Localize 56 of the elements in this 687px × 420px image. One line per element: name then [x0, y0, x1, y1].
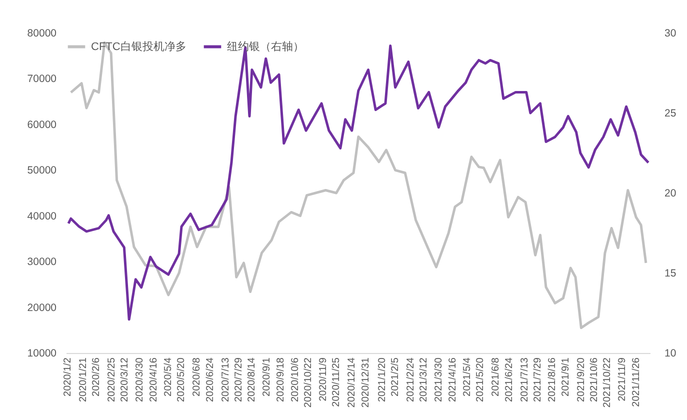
x-tick-label: 2020/7/13 — [220, 357, 232, 402]
x-tick-label: 2020/5/20 — [176, 357, 188, 402]
x-tick-label: 2021/5/20 — [475, 357, 486, 402]
x-tick-label: 2021/2/5 — [390, 357, 401, 396]
x-tick-label: 2021/7/29 — [532, 357, 544, 402]
x-tick-label: 2021/9/20 — [576, 357, 587, 402]
x-tick-label: 2020/1/21 — [78, 357, 89, 402]
x-tick-label: 2020/9/1 — [261, 357, 272, 396]
x-tick-label: 2020/6/24 — [204, 357, 216, 402]
x-tick-label: 2020/10/6 — [290, 357, 302, 402]
x-tick-label: 2020/2/25 — [106, 357, 118, 402]
x-tick-label: 2020/12/14 — [346, 357, 358, 408]
x-tick-label: 2021/10/6 — [588, 357, 600, 402]
x-tick-label: 2021/11/26 — [630, 357, 642, 407]
x-tick-label: 2020/1/2 — [62, 357, 74, 396]
y-tick-label: 10000 — [27, 348, 57, 360]
y2-tick-label: 30 — [664, 28, 676, 40]
x-tick-label: 2020/7/29 — [234, 357, 245, 402]
x-tick-label: 2020/4/16 — [148, 357, 160, 402]
x-tick-label: 2020/3/12 — [120, 357, 131, 402]
x-tick-label: 2021/1/20 — [376, 357, 388, 402]
x-tick-label: 2021/11/9 — [616, 357, 628, 402]
x-tick-label: 2021/9/1 — [560, 357, 572, 396]
x-tick-label: 2021/6/24 — [504, 357, 515, 402]
x-tick-label: 2021/3/12 — [418, 357, 430, 402]
x-tick-label: 2021/6/8 — [490, 357, 502, 396]
y2-tick-label: 10 — [664, 348, 676, 360]
x-tick-label: 2020/5/4 — [163, 357, 174, 396]
x-tick-label: 2021/10/22 — [602, 357, 614, 408]
y-tick-label: 30000 — [27, 256, 57, 268]
y-tick-label: 70000 — [27, 73, 57, 86]
legend-label: CFTC白银投机净多 — [91, 40, 186, 53]
x-tick-label: 2021/3/30 — [433, 357, 444, 402]
x-tick-label: 2020/2/6 — [90, 357, 102, 396]
y-tick-label: 50000 — [27, 164, 57, 177]
x-tick-label: 2020/9/18 — [275, 357, 286, 402]
y-tick-label: 80000 — [27, 28, 57, 40]
x-tick-label: 2021/4/16 — [447, 357, 458, 402]
y-tick-label: 20000 — [27, 302, 57, 314]
x-tick-label: 2020/8/14 — [246, 357, 258, 402]
y-tick-label: 60000 — [27, 118, 57, 131]
y2-tick-label: 25 — [664, 108, 676, 120]
x-tick-label: 2021/2/24 — [406, 357, 417, 402]
x-tick-label: 2020/10/22 — [303, 357, 314, 408]
legend-label: 纽约银（右轴） — [227, 40, 304, 53]
x-tick-label: 2020/3/30 — [134, 357, 146, 402]
y2-tick-label: 15 — [664, 268, 676, 280]
x-tick-label: 2021/5/4 — [462, 357, 474, 396]
x-tick-label: 2020/12/31 — [360, 357, 372, 408]
x-tick-label: 2020/11/9 — [318, 357, 329, 402]
x-tick-label: 2020/11/25 — [330, 357, 342, 407]
y-tick-label: 40000 — [27, 210, 57, 222]
x-tick-label: 2021/7/13 — [519, 357, 530, 402]
x-tick-label: 2021/8/16 — [547, 357, 558, 402]
y2-tick-label: 20 — [664, 188, 676, 200]
x-tick-label: 2020/6/8 — [192, 357, 203, 396]
